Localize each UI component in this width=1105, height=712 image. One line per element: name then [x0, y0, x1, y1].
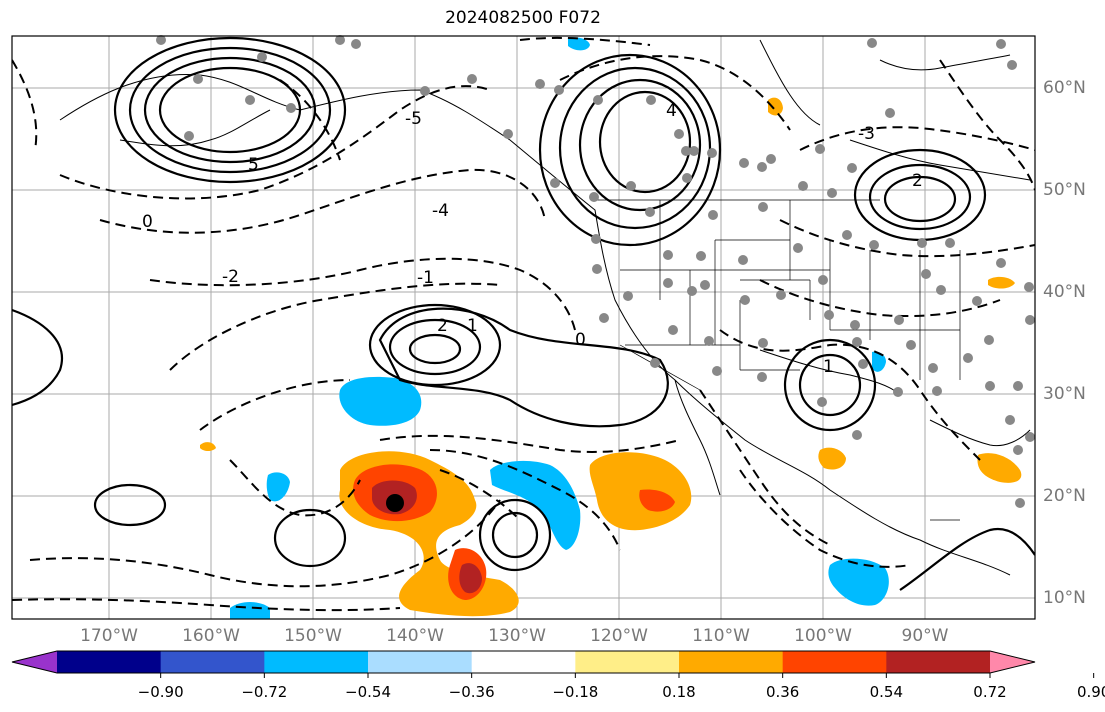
colorbar-tick-label: 0.72 [973, 683, 1007, 701]
colorbar-tick-label: 0.36 [765, 683, 800, 701]
colorbar-tick-label: −0.72 [241, 683, 288, 701]
colorbar-segment [471, 651, 576, 673]
lon-label-90w: 90°W [901, 626, 949, 646]
lon-label-130w: 130°W [488, 626, 546, 646]
colorbar-tick-label: −0.90 [137, 683, 184, 701]
colorbar-tick-label: 0.54 [869, 683, 904, 701]
colorbar-tick-label: −0.36 [448, 683, 495, 701]
lon-label-140w: 140°W [386, 626, 444, 646]
colorbar-extend-high [990, 651, 1035, 673]
lat-label-60: 60°N [1043, 78, 1086, 98]
svg-text:5: 5 [248, 155, 259, 175]
lat-label-50: 50°N [1043, 180, 1086, 200]
lon-label-150w: 150°W [284, 626, 342, 646]
svg-text:-4: -4 [432, 201, 449, 221]
lon-label-120w: 120°W [590, 626, 648, 646]
svg-text:0: 0 [142, 212, 153, 232]
lon-label-110w: 110°W [692, 626, 750, 646]
lon-label-100w: 100°W [794, 626, 852, 646]
svg-text:-5: -5 [405, 109, 422, 129]
colorbar [11, 650, 1095, 678]
colorbar-segment [575, 651, 680, 673]
colorbar-segment [368, 651, 473, 673]
svg-text:2: 2 [437, 316, 448, 336]
map-title: 2024082500 F072 [445, 8, 601, 28]
lon-label-160w: 160°W [182, 626, 240, 646]
svg-text:4: 4 [666, 101, 677, 121]
svg-text:2: 2 [912, 171, 923, 191]
svg-text:1: 1 [823, 357, 834, 377]
svg-text:-3: -3 [858, 124, 875, 144]
svg-text:-2: -2 [222, 267, 239, 287]
station-dots [156, 35, 1035, 508]
colorbar-segment [782, 651, 887, 673]
colorbar-tick-label: −0.54 [345, 683, 391, 701]
svg-text:1: 1 [467, 316, 478, 336]
contour-labels: 0 -2 -4 -1 2 1 4 5 -5 -3 0 2 1 [142, 101, 923, 377]
colorbar-segment [886, 651, 991, 673]
lon-label-170w: 170°W [80, 626, 138, 646]
map-background [12, 36, 1035, 619]
svg-text:-1: -1 [417, 268, 434, 288]
colorbar-outline [11, 650, 1036, 674]
map-border [11, 35, 1036, 620]
lat-label-30: 30°N [1043, 384, 1086, 404]
colorbar-tick-label: −0.18 [552, 683, 599, 701]
shaded-positive-regions [200, 97, 1022, 617]
storm-center-marker [386, 494, 404, 512]
colorbar-segment [57, 651, 162, 673]
political-boundaries [595, 199, 961, 521]
lat-label-40: 40°N [1043, 282, 1086, 302]
colorbar-tick-label: 0.18 [662, 683, 696, 701]
colorbar-extend-low [12, 651, 57, 673]
colorbar-tick-label: 0.90 [1076, 683, 1105, 701]
lat-label-20: 20°N [1043, 486, 1086, 506]
lat-label-10: 10°N [1043, 588, 1086, 608]
svg-text:0: 0 [575, 330, 586, 350]
contours-positive [12, 36, 1035, 591]
colorbar-segment [679, 651, 784, 673]
contours-negative [12, 36, 1035, 612]
colorbar-segment [160, 651, 265, 673]
colorbar-segment [264, 651, 369, 673]
